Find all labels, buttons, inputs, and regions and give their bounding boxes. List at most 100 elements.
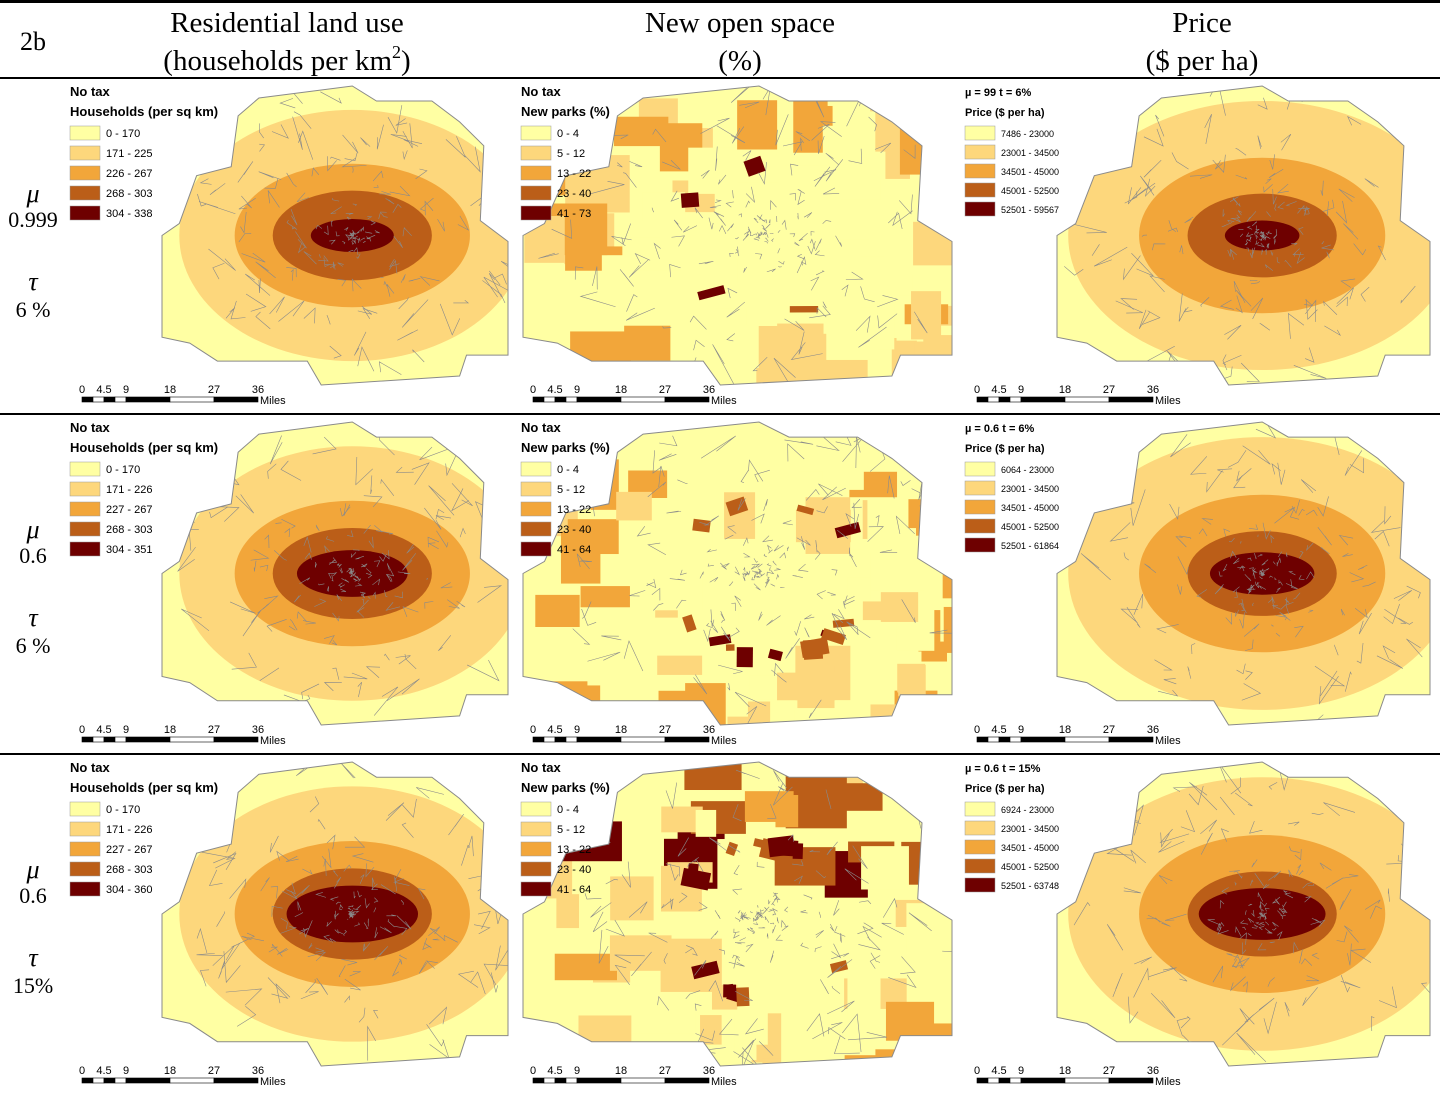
tract-border: [820, 979, 829, 995]
tract-border: [1240, 362, 1260, 383]
tract-border: [1251, 909, 1255, 918]
tract: [695, 809, 717, 837]
tract-border: [1420, 982, 1430, 1004]
tract-border: [1284, 598, 1291, 605]
tract-border: [745, 943, 754, 953]
tract-border: [574, 266, 584, 280]
tract-border: [1251, 927, 1257, 929]
legend-swatch: [964, 820, 996, 836]
tract-border: [435, 515, 452, 520]
tract-border: [1157, 690, 1179, 697]
tract-border: [623, 172, 637, 188]
tract-border: [336, 594, 342, 602]
tract-border: [359, 591, 367, 596]
tract-border: [815, 540, 818, 553]
tract-border: [1227, 220, 1235, 223]
tract-border: [1347, 943, 1352, 966]
scale-segment: [987, 736, 1000, 743]
tract-border: [1279, 771, 1290, 791]
tract-border: [869, 955, 881, 969]
tract-border: [297, 901, 302, 911]
tract-border: [1259, 570, 1264, 574]
scale-tick: 4.5: [547, 1065, 562, 1077]
tract-border: [329, 345, 342, 359]
tract-border: [1241, 609, 1247, 614]
tract-border: [1144, 563, 1157, 573]
scale-unit: Miles: [711, 735, 737, 747]
tract-border: [827, 959, 853, 978]
tract-border: [356, 253, 361, 259]
column-subtitle: ($ per ha): [1146, 45, 1259, 77]
tract-border: [294, 594, 302, 603]
tract-border: [766, 563, 772, 567]
tract-border: [774, 567, 782, 571]
tract-border: [1247, 584, 1255, 591]
tract-border: [343, 503, 351, 517]
tract-border: [348, 570, 355, 574]
tract-border: [673, 219, 683, 231]
tract-border: [197, 193, 207, 207]
tract-border: [1406, 585, 1421, 599]
tract-border: [1288, 571, 1296, 576]
tract-border: [817, 135, 825, 154]
map-layers: [1057, 422, 1430, 725]
tract-border: [402, 227, 412, 237]
tract-border: [1217, 921, 1225, 931]
tract-border: [1235, 792, 1253, 807]
tract-border: [329, 239, 336, 245]
tract-border: [815, 930, 824, 938]
tract-border: [1255, 582, 1260, 589]
tract-border: [835, 235, 842, 247]
legend-label: 6924 - 23000: [1001, 805, 1054, 815]
tract-border: [831, 985, 841, 994]
tract-border: [740, 470, 749, 484]
tract-border: [302, 620, 316, 625]
tract-border: [333, 261, 336, 270]
tract-border: [323, 257, 330, 268]
tract-border: [1259, 231, 1263, 235]
tract-border: [1271, 624, 1274, 627]
tract-border: [373, 1010, 379, 1019]
tract: [556, 894, 580, 929]
tract-border: [426, 1024, 445, 1047]
scale-tick: 0: [974, 724, 980, 736]
tract-border: [743, 566, 746, 572]
tract-border: [670, 898, 674, 910]
tract: [860, 256, 884, 308]
tract-dark: [789, 306, 819, 313]
tract-border: [1235, 926, 1242, 937]
tract-border: [551, 219, 573, 239]
tract-border: [1236, 663, 1246, 675]
tract-border: [1294, 625, 1304, 638]
tract-border: [338, 563, 342, 568]
tract-border: [811, 123, 830, 141]
tract-border: [365, 572, 373, 579]
tract-border: [764, 237, 769, 242]
scale-segment: [114, 396, 127, 403]
legend-subtitle: Price ($ per ha): [965, 107, 1045, 119]
map-layers: [162, 762, 508, 1066]
tract-border: [343, 929, 347, 935]
tract-border: [344, 836, 366, 848]
tract-border: [1239, 920, 1249, 925]
tract-border: [264, 178, 279, 189]
tract-border: [352, 235, 355, 239]
tract: [563, 352, 620, 385]
tract-border: [1298, 574, 1305, 580]
tract: [822, 470, 864, 490]
tract-border: [1280, 133, 1292, 151]
legend-label: 45001 - 52500: [1001, 186, 1059, 196]
tract-border: [771, 669, 787, 683]
tract-border: [398, 297, 409, 310]
tract-border: [352, 203, 357, 207]
scale-tick: 9: [123, 384, 129, 396]
tract-border: [344, 227, 349, 231]
tract-border: [314, 598, 327, 607]
scale-segment: [565, 396, 578, 403]
tract: [905, 1064, 952, 1066]
tract-border: [646, 578, 657, 589]
tract-border: [1249, 821, 1263, 834]
tract-border: [402, 553, 417, 571]
tract-border: [276, 850, 289, 861]
